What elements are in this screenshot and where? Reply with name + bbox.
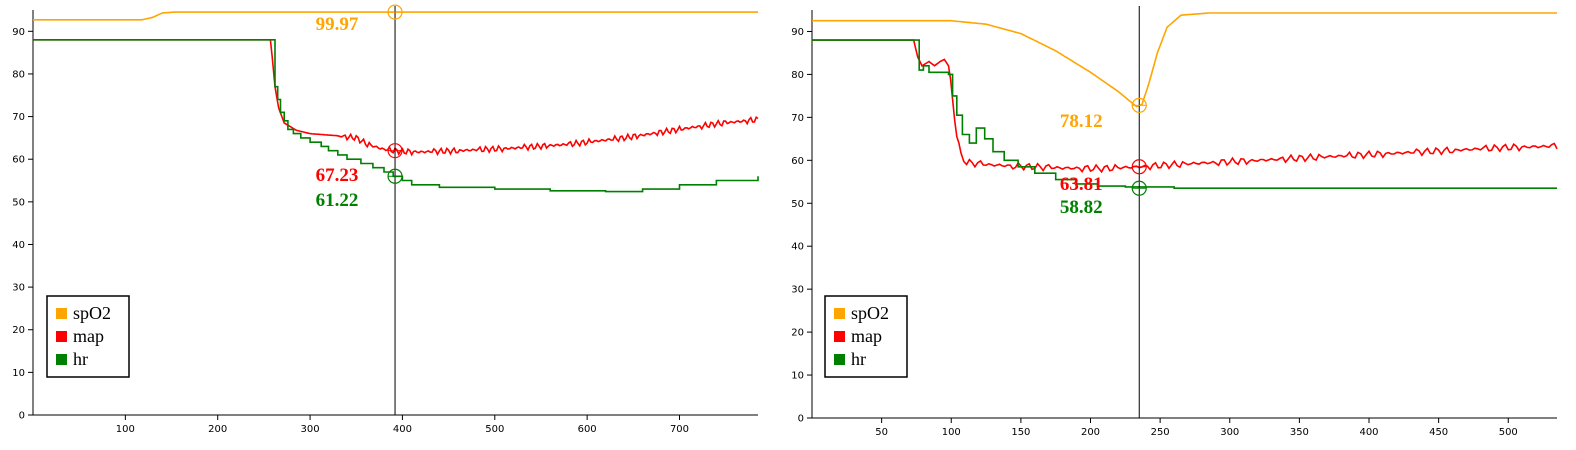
legend-swatch-map xyxy=(834,331,845,342)
y-tick-label: 0 xyxy=(798,414,804,425)
y-tick-label: 10 xyxy=(12,368,25,379)
legend-swatch-hr xyxy=(834,354,845,365)
x-tick-label: 100 xyxy=(942,427,961,438)
y-tick-label: 20 xyxy=(12,325,25,336)
legend-swatch-spO2 xyxy=(56,308,67,319)
readout-label-spO2: 78.12 xyxy=(1060,111,1103,132)
y-tick-label: 90 xyxy=(791,27,804,38)
y-tick-label: 40 xyxy=(791,242,804,253)
readout-label-map: 67.23 xyxy=(316,165,359,186)
y-tick-label: 20 xyxy=(791,328,804,339)
x-tick-label: 500 xyxy=(1499,427,1518,438)
y-tick-label: 30 xyxy=(791,285,804,296)
series-line-hr xyxy=(812,39,1557,189)
x-tick-label: 150 xyxy=(1011,427,1030,438)
y-tick-label: 50 xyxy=(12,197,25,208)
y-tick-label: 0 xyxy=(19,411,25,422)
legend-label-map: map xyxy=(73,326,104,346)
chart-panel-right: 0 10 20 30 40 50 60 70 80 90 50 100 150 200 250 300 350 4… xyxy=(791,6,1558,438)
x-tick-label: 350 xyxy=(1290,427,1309,438)
y-tick-label: 90 xyxy=(12,27,25,38)
x-tick-label: 200 xyxy=(1081,427,1100,438)
x-tick-label: 300 xyxy=(301,424,320,435)
readout-label-hr: 61.22 xyxy=(316,190,359,211)
x-tick-label: 250 xyxy=(1151,427,1170,438)
legend-label-map: map xyxy=(851,326,882,346)
readout-label-map: 63.81 xyxy=(1060,174,1103,195)
x-tick-label: 500 xyxy=(485,424,504,435)
x-tick-label: 450 xyxy=(1429,427,1448,438)
x-tick-label: 700 xyxy=(670,424,689,435)
legend-label-spO2: spO2 xyxy=(851,303,889,323)
y-tick-label: 40 xyxy=(12,240,25,251)
legend-label-hr: hr xyxy=(851,349,866,369)
chart-panel-left: 0 10 20 30 40 50 60 70 80 90 100 200 300 400 500 600 700… xyxy=(12,4,759,435)
x-tick-label: 200 xyxy=(208,424,227,435)
legend-label-hr: hr xyxy=(73,349,88,369)
readout-label-spO2: 99.97 xyxy=(316,14,359,35)
x-tick-label: 50 xyxy=(875,427,888,438)
y-tick-label: 80 xyxy=(12,69,25,80)
y-tick-label: 70 xyxy=(12,112,25,123)
y-tick-label: 70 xyxy=(791,113,804,124)
y-tick-label: 60 xyxy=(12,155,25,166)
legend-swatch-spO2 xyxy=(834,308,845,319)
series-line-spO2 xyxy=(812,12,1557,108)
series-line-map xyxy=(812,39,1558,174)
x-tick-label: 400 xyxy=(393,424,412,435)
x-tick-label: 300 xyxy=(1220,427,1239,438)
y-tick-label: 80 xyxy=(791,70,804,81)
series-line-hr xyxy=(33,39,759,193)
x-tick-label: 400 xyxy=(1359,427,1378,438)
y-tick-label: 50 xyxy=(791,199,804,210)
x-tick-label: 600 xyxy=(578,424,597,435)
legend-swatch-hr xyxy=(56,354,67,365)
legend-swatch-map xyxy=(56,331,67,342)
y-tick-label: 10 xyxy=(791,371,804,382)
x-tick-label: 100 xyxy=(116,424,135,435)
legend-label-spO2: spO2 xyxy=(73,303,111,323)
readout-label-hr: 58.82 xyxy=(1060,197,1103,218)
y-tick-label: 30 xyxy=(12,283,25,294)
y-tick-label: 60 xyxy=(791,156,804,167)
